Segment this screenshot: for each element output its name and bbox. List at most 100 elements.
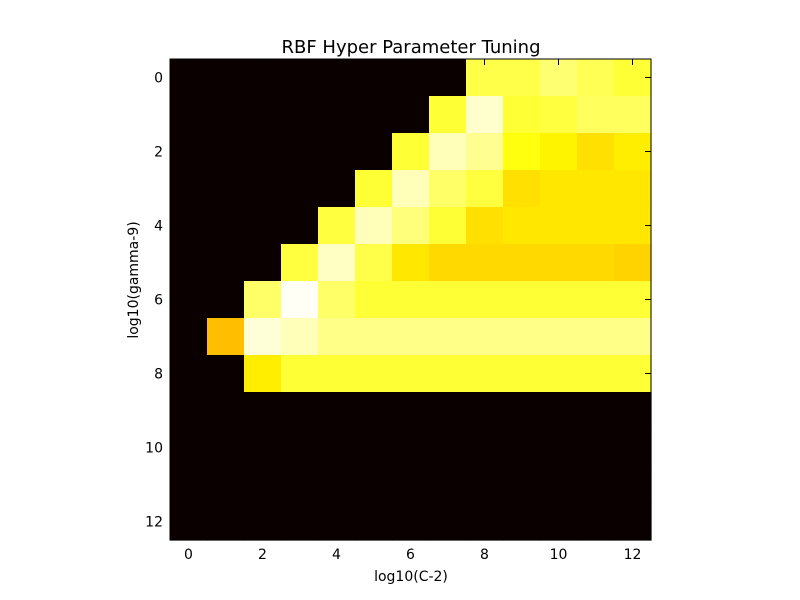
heatmap-cell [207, 170, 245, 208]
heatmap-cell [503, 59, 541, 97]
heatmap-cell [207, 392, 245, 430]
heatmap-cell [503, 392, 541, 430]
heatmap-cell [355, 59, 393, 97]
heatmap-cell [170, 392, 208, 430]
heatmap-cell [170, 318, 208, 356]
tick-label: 8 [480, 547, 489, 563]
heatmap-cell [503, 318, 541, 356]
y-axis-label: log10(gamma-9) [126, 221, 142, 338]
heatmap-cell [466, 59, 504, 97]
heatmap-cell [207, 503, 245, 541]
heatmap-cell [170, 207, 208, 245]
heatmap-cell [392, 59, 430, 97]
heatmap-cell [429, 392, 467, 430]
heatmap-cell [318, 392, 356, 430]
heatmap-cell [503, 244, 541, 282]
heatmap-cell [244, 281, 282, 319]
heatmap-cell [540, 466, 578, 504]
heatmap-cell [429, 503, 467, 541]
heatmap-cell [503, 466, 541, 504]
heatmap-cell [466, 96, 504, 134]
heatmap-cell [392, 244, 430, 282]
heatmap-cell [281, 318, 319, 356]
tick-label: 0 [184, 547, 193, 563]
heatmap-cell [170, 429, 208, 467]
heatmap-cell [355, 503, 393, 541]
heatmap-cell [577, 281, 615, 319]
heatmap-cell [170, 133, 208, 171]
heatmap-cell [392, 96, 430, 134]
heatmap-cell [207, 207, 245, 245]
heatmap-cell [207, 281, 245, 319]
heatmap-cell [318, 207, 356, 245]
plot-frame [169, 58, 652, 541]
heatmap-cell [170, 170, 208, 208]
heatmap-cell [244, 96, 282, 134]
heatmap-cell [281, 244, 319, 282]
heatmap-cell [281, 466, 319, 504]
heatmap-cell [244, 170, 282, 208]
heatmap-cell [540, 59, 578, 97]
heatmap-cell [614, 466, 652, 504]
heatmap-cell [540, 133, 578, 171]
heatmap-cell [170, 244, 208, 282]
heatmap-cell [503, 207, 541, 245]
heatmap-cell [281, 355, 319, 393]
heatmap-cell [577, 318, 615, 356]
heatmap-cell [614, 170, 652, 208]
heatmap-cell [244, 59, 282, 97]
heatmap-cell [540, 207, 578, 245]
heatmap-cell [244, 244, 282, 282]
heatmap-cell [429, 281, 467, 319]
heatmap-cell [355, 392, 393, 430]
heatmap-cell [466, 466, 504, 504]
heatmap-cell [281, 392, 319, 430]
heatmap-cell [429, 207, 467, 245]
heatmap-cell [170, 59, 208, 97]
heatmap-cell [392, 281, 430, 319]
heatmap-cell [503, 133, 541, 171]
heatmap-cell [207, 429, 245, 467]
tick-label: 6 [406, 547, 415, 563]
tick-label: 10 [145, 441, 163, 457]
heatmap-cell [540, 355, 578, 393]
heatmap-cell [429, 96, 467, 134]
heatmap-cell [429, 466, 467, 504]
heatmap-cell [355, 133, 393, 171]
heatmap-cell [318, 466, 356, 504]
heatmap-cell [318, 170, 356, 208]
tick-label: 12 [145, 515, 163, 531]
heatmap-cell [281, 170, 319, 208]
heatmap-cell [244, 429, 282, 467]
heatmap-cell [281, 503, 319, 541]
heatmap-cell [466, 133, 504, 171]
heatmap-cell [577, 96, 615, 134]
heatmap-cell [503, 96, 541, 134]
heatmap-cell [207, 96, 245, 134]
heatmap-cell [355, 281, 393, 319]
heatmap-cell [503, 355, 541, 393]
heatmap-cell [355, 355, 393, 393]
heatmap-cell [577, 244, 615, 282]
heatmap-cell [207, 318, 245, 356]
heatmap-cell [318, 355, 356, 393]
heatmap-cell [614, 244, 652, 282]
heatmap-cell [503, 503, 541, 541]
heatmap-cell [540, 96, 578, 134]
heatmap-cell [318, 244, 356, 282]
tick-label: 10 [550, 547, 568, 563]
heatmap-cell [355, 170, 393, 208]
heatmap-cell [392, 429, 430, 467]
heatmap-cell [466, 318, 504, 356]
heatmap-cell [466, 281, 504, 319]
heatmap-cell [429, 170, 467, 208]
heatmap-cell [614, 318, 652, 356]
heatmap-cell [281, 281, 319, 319]
heatmap-cell [281, 207, 319, 245]
heatmap-cell [540, 244, 578, 282]
heatmap-cell [244, 392, 282, 430]
heatmap-cell [318, 59, 356, 97]
tick-label: 6 [154, 293, 163, 309]
heatmap-cell [466, 392, 504, 430]
heatmap-cell [540, 392, 578, 430]
